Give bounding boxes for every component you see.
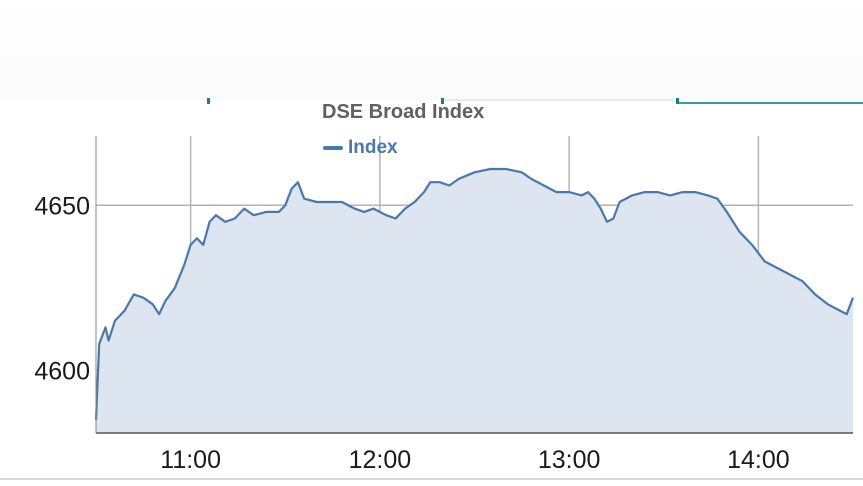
legend-label: Index xyxy=(348,137,398,158)
chart-title: DSE Broad Index xyxy=(322,101,485,123)
navigator-series-line xyxy=(678,102,863,104)
navigator-handle-mid[interactable] xyxy=(441,98,444,104)
series-line xyxy=(94,167,855,420)
navigator-strip xyxy=(0,0,863,100)
page-divider xyxy=(0,478,863,480)
legend-swatch xyxy=(323,146,343,150)
series-area-fill xyxy=(96,169,853,433)
navigator-handle-right[interactable] xyxy=(676,98,679,104)
x-tick-label: 13:00 xyxy=(538,446,601,474)
navigator-handle-left[interactable] xyxy=(207,98,210,104)
legend-item-index[interactable]: Index xyxy=(323,137,398,159)
axis-ticks: 11:00 12:00 13:00 14:00 4600 4650 xyxy=(34,192,789,474)
y-tick-label: 4600 xyxy=(34,357,90,385)
x-tick-label: 12:00 xyxy=(349,446,412,474)
navigator-range-bar[interactable] xyxy=(443,99,678,101)
x-tick-label: 11:00 xyxy=(160,446,221,474)
x-tick-label: 14:00 xyxy=(727,446,790,474)
y-tick-label: 4650 xyxy=(34,192,90,220)
